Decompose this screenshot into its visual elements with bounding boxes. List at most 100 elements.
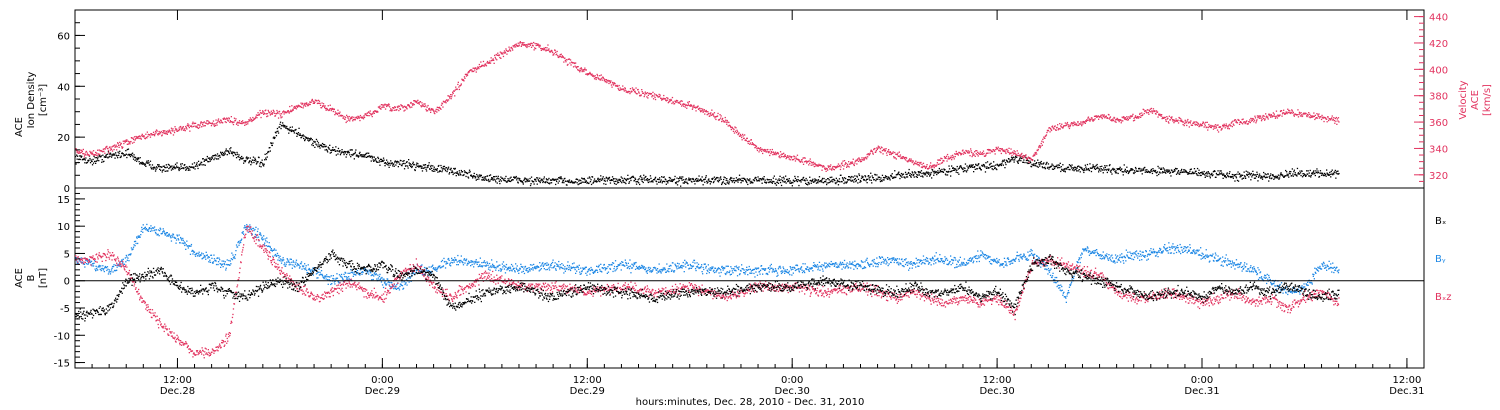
- velocity-point: [1336, 118, 1338, 120]
- density-point: [1284, 175, 1286, 177]
- velocity-point: [627, 91, 629, 94]
- density-point: [398, 161, 400, 163]
- density-point: [612, 178, 615, 180]
- velocity-point: [583, 70, 585, 73]
- velocity-point: [1224, 125, 1226, 127]
- velocity-point: [549, 51, 552, 53]
- velocity-point: [846, 165, 848, 167]
- velocity-point: [245, 123, 247, 126]
- density-point: [599, 180, 601, 183]
- velocity-point: [1206, 121, 1208, 123]
- density-point: [841, 181, 843, 183]
- velocity-point: [782, 155, 784, 158]
- velocity-point: [825, 170, 827, 172]
- velocity-point: [466, 73, 468, 75]
- density-point: [1097, 167, 1099, 170]
- velocity-point: [357, 115, 359, 117]
- density-point: [1035, 165, 1037, 167]
- density-point: [186, 166, 188, 168]
- velocity-point: [149, 136, 152, 138]
- density-point: [1109, 170, 1112, 172]
- density-point: [219, 154, 221, 157]
- density-point: [789, 180, 791, 182]
- density-point: [601, 179, 603, 181]
- velocity-point: [900, 157, 903, 159]
- density-point: [745, 180, 747, 182]
- velocity-point: [842, 168, 845, 170]
- density-point: [494, 176, 496, 178]
- velocity-point: [1291, 109, 1293, 111]
- velocity-point: [1268, 113, 1270, 115]
- velocity-point: [1041, 144, 1043, 146]
- density-point: [1187, 173, 1189, 175]
- density-point: [440, 164, 442, 167]
- density-point: [1169, 171, 1171, 173]
- density-point: [334, 149, 336, 151]
- density-point: [415, 164, 417, 166]
- velocity-point: [868, 153, 870, 155]
- density-point: [172, 166, 175, 169]
- velocity-point: [1120, 119, 1122, 121]
- density-point: [1088, 169, 1091, 172]
- velocity-point: [526, 46, 528, 49]
- velocity-point: [1017, 152, 1019, 154]
- density-point: [1051, 168, 1054, 170]
- density-point: [138, 161, 140, 163]
- velocity-point: [687, 101, 689, 103]
- density-point: [318, 144, 320, 146]
- velocity-point: [235, 123, 238, 125]
- velocity-point: [478, 67, 480, 70]
- velocity-point: [956, 152, 958, 154]
- density-point: [423, 167, 425, 169]
- density-point: [1299, 170, 1301, 172]
- density-point: [111, 154, 114, 156]
- velocity-point: [465, 75, 468, 77]
- velocity-point: [321, 102, 323, 104]
- velocity-point: [545, 50, 547, 52]
- velocity-point: [189, 130, 191, 132]
- density-point: [353, 153, 355, 155]
- velocity-point: [705, 110, 707, 113]
- density-point: [789, 182, 791, 184]
- density-point: [221, 154, 223, 156]
- velocity-point: [391, 110, 393, 112]
- velocity-point: [257, 112, 259, 114]
- velocity-point: [252, 116, 254, 119]
- velocity-point: [1286, 112, 1288, 115]
- density-point: [416, 162, 418, 164]
- velocity-point: [517, 42, 519, 44]
- density-point: [230, 152, 232, 154]
- density-point: [585, 180, 587, 182]
- density-point: [876, 174, 878, 176]
- velocity-point: [1255, 120, 1258, 122]
- density-point: [1027, 162, 1029, 165]
- velocity-point: [505, 48, 507, 50]
- velocity-point: [78, 152, 80, 154]
- density-point: [289, 126, 291, 128]
- density-point: [1220, 170, 1222, 172]
- density-point: [1329, 173, 1331, 176]
- velocity-point: [702, 111, 704, 113]
- density-point: [713, 176, 716, 178]
- density-point: [1094, 168, 1097, 170]
- velocity-point: [162, 130, 164, 132]
- velocity-point: [1076, 123, 1078, 125]
- velocity-point: [726, 119, 728, 122]
- density-point: [549, 182, 551, 184]
- density-point: [376, 161, 378, 163]
- density-point: [287, 129, 289, 131]
- velocity-point: [277, 117, 280, 119]
- density-point: [617, 179, 619, 181]
- density-point: [1125, 171, 1127, 174]
- density-point: [1118, 168, 1120, 170]
- density-point: [148, 162, 150, 164]
- density-point: [843, 177, 846, 179]
- density-point: [517, 182, 519, 184]
- density-point: [763, 178, 765, 180]
- density-point: [779, 181, 782, 184]
- density-point: [484, 176, 487, 178]
- velocity-point: [1257, 117, 1259, 119]
- velocity-point: [121, 146, 123, 148]
- velocity-point: [1308, 116, 1310, 118]
- velocity-point: [858, 158, 861, 160]
